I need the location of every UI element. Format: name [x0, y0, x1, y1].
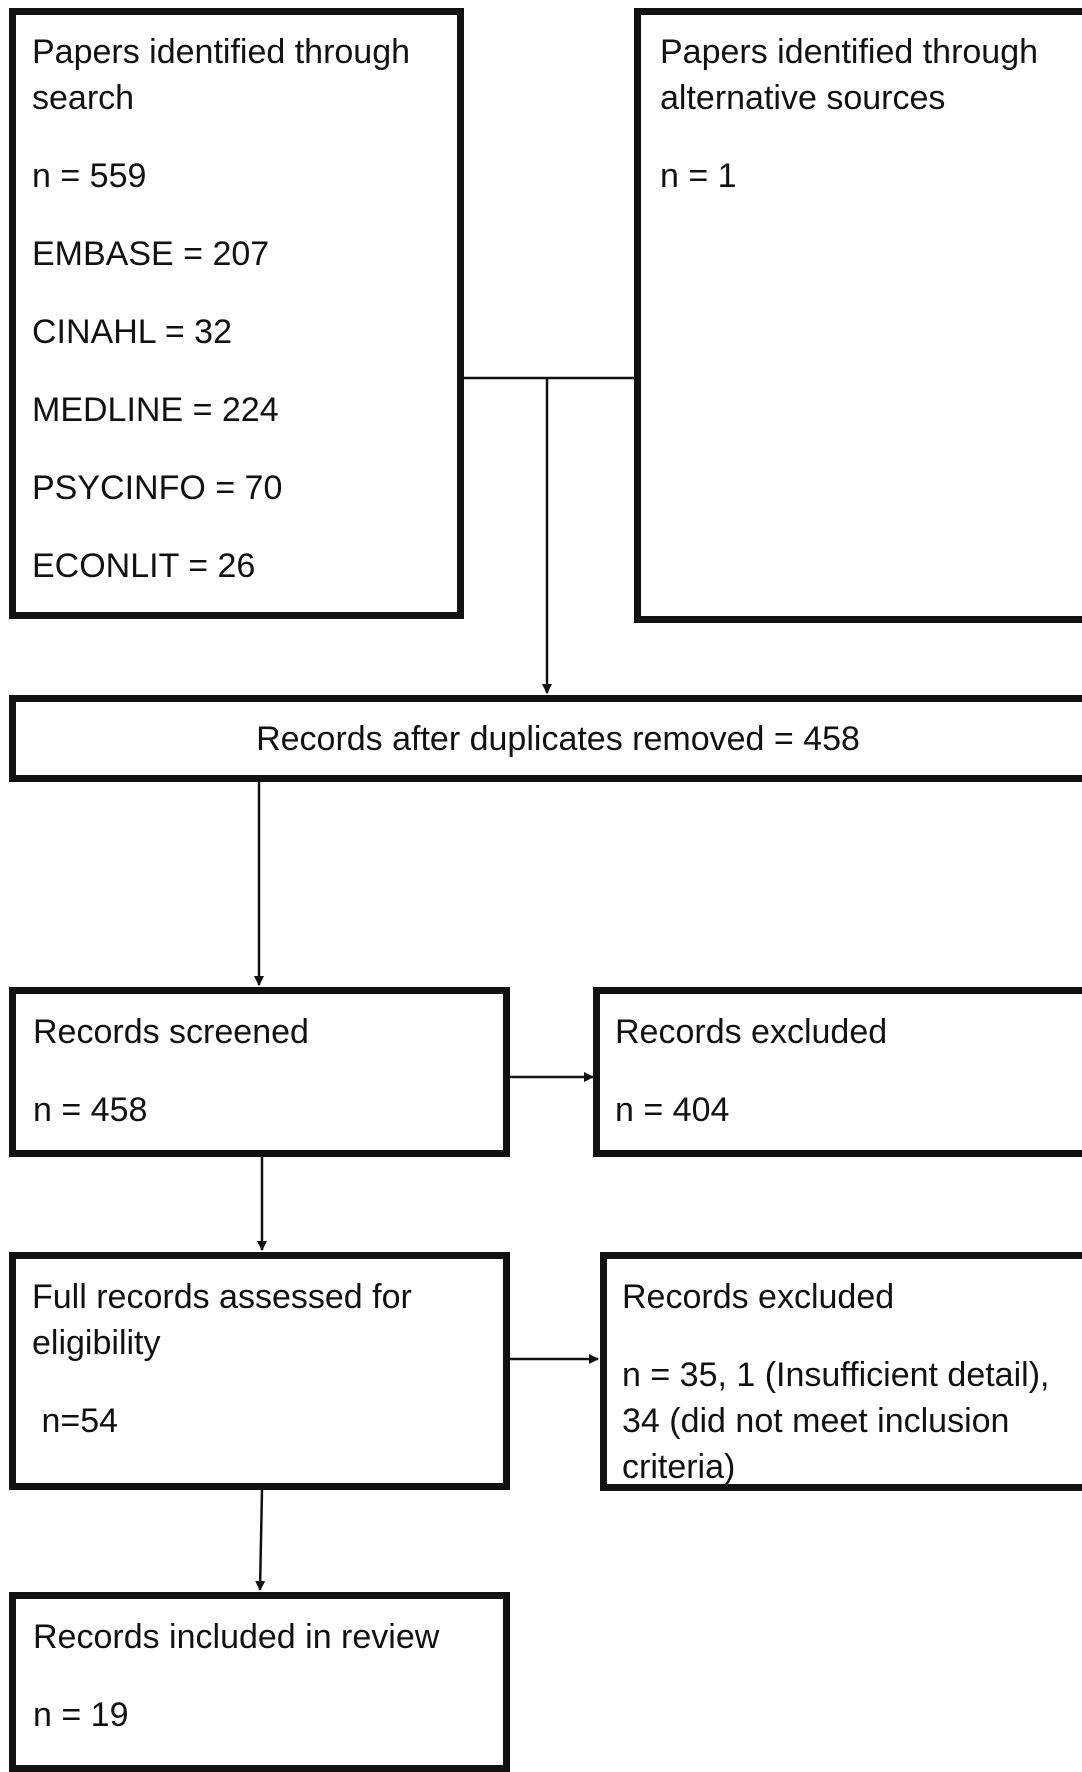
duplicates-removed-label: Records after duplicates removed = 458 — [256, 720, 860, 758]
arrow-to-included — [255, 1489, 266, 1591]
screened-count: n = 458 — [33, 1091, 148, 1129]
alternative-sources-box: Papers identified through alternative so… — [634, 8, 1082, 623]
search-box-title-line1: Papers identified through — [32, 33, 411, 71]
search-box: Papers identified through search n = 559… — [9, 8, 464, 619]
excluded-fulltext-detail-line1: n = 35, 1 (Insufficient detail), — [622, 1356, 1050, 1394]
records-included-box: Records included in review n = 19 — [9, 1592, 510, 1772]
screened-title: Records screened — [33, 1013, 309, 1051]
excluded-fulltext-title: Records excluded — [622, 1278, 895, 1316]
database-count-medline: MEDLINE = 224 — [32, 391, 279, 429]
fulltext-title-line1: Full records assessed for — [32, 1278, 412, 1316]
excluded-screen-title: Records excluded — [615, 1013, 888, 1051]
excluded-fulltext-detail-line2: 34 (did not meet inclusion — [622, 1402, 1010, 1440]
duplicates-removed-box: Records after duplicates removed = 458 — [9, 695, 1082, 782]
database-count-cinahl: CINAHL = 32 — [32, 313, 232, 351]
alternative-box-title-line2: alternative sources — [660, 79, 946, 117]
database-count-psycinfo: PSYCINFO = 70 — [32, 469, 283, 507]
alternative-box-title-line1: Papers identified through — [660, 33, 1039, 71]
database-count-econlit: ECONLIT = 26 — [32, 547, 256, 585]
included-count: n = 19 — [33, 1696, 129, 1734]
excluded-after-screening-box: Records excluded n = 404 — [593, 987, 1082, 1157]
records-screened-box: Records screened n = 458 — [9, 987, 510, 1157]
fulltext-title-line2: eligibility — [32, 1324, 161, 1362]
excluded-fulltext-detail-line3: criteria) — [622, 1448, 736, 1486]
search-box-title-line2: search — [32, 79, 135, 117]
included-title: Records included in review — [33, 1618, 440, 1656]
excluded-screen-count: n = 404 — [615, 1091, 730, 1129]
excluded-after-fulltext-box: Records excluded n = 35, 1 (Insufficient… — [600, 1252, 1082, 1491]
database-count-embase: EMBASE = 207 — [32, 235, 270, 273]
alternative-box-count: n = 1 — [660, 157, 737, 195]
search-box-count: n = 559 — [32, 157, 147, 195]
fulltext-count: n=54 — [32, 1402, 119, 1440]
full-records-assessed-box: Full records assessed for eligibility n=… — [9, 1252, 510, 1490]
